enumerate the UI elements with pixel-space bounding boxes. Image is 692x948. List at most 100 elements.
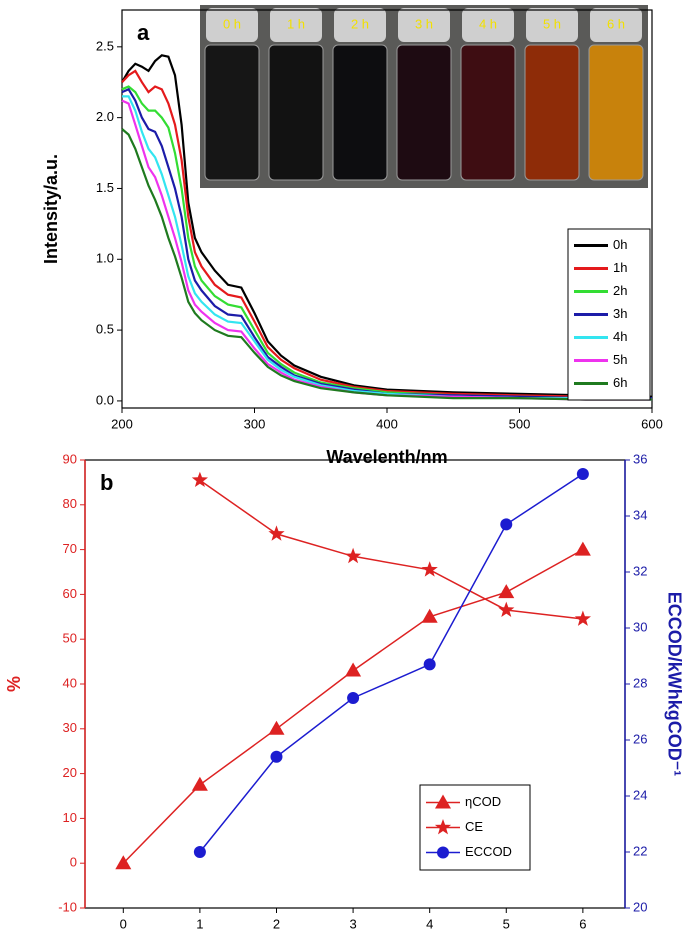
y-tick-label: 50 xyxy=(63,631,77,646)
vial xyxy=(524,44,580,181)
panel-label: a xyxy=(137,20,150,45)
y-tick-label: 80 xyxy=(63,496,77,511)
legend-label: CE xyxy=(465,819,483,834)
y-tick-label: 10 xyxy=(63,810,77,825)
series-line xyxy=(199,479,583,620)
x-tick-label: 4 xyxy=(426,916,433,931)
x-tick-label: 5 xyxy=(503,916,510,931)
marker xyxy=(268,720,285,735)
inset-label: 3 h xyxy=(415,16,433,31)
marker xyxy=(347,692,360,704)
vial-cap xyxy=(334,8,386,42)
series-line xyxy=(121,69,653,400)
vial-cap xyxy=(462,8,514,42)
legend-label: ηCOD xyxy=(465,794,501,809)
y-tick-label: 2.5 xyxy=(96,38,114,53)
marker xyxy=(435,794,451,809)
vial xyxy=(204,44,260,181)
plot-frame xyxy=(84,459,626,909)
marker xyxy=(193,846,206,858)
marker xyxy=(268,525,285,541)
marker xyxy=(500,518,513,531)
vial xyxy=(588,44,644,181)
y-tick-label: 60 xyxy=(63,586,77,601)
marker xyxy=(421,561,438,577)
marker xyxy=(498,584,515,599)
marker xyxy=(270,750,283,763)
vial xyxy=(396,44,452,181)
series-line xyxy=(121,85,652,400)
legend-label: 6h xyxy=(613,375,627,390)
marker xyxy=(498,601,515,617)
y2-tick-label: 20 xyxy=(633,899,647,914)
series-line xyxy=(199,473,584,853)
y2-tick-label: 32 xyxy=(633,563,647,578)
inset-label: 2 h xyxy=(351,16,369,31)
y2-tick-label: 28 xyxy=(633,675,647,690)
y-tick-label: 1.5 xyxy=(96,180,114,195)
y2-tick-label: 34 xyxy=(633,507,647,522)
legend-label: 5h xyxy=(613,352,627,367)
inset-label: 4 h xyxy=(479,16,497,31)
inset-label: 0 h xyxy=(223,16,241,31)
vial-cap xyxy=(270,8,322,42)
vial xyxy=(460,44,516,181)
panel-label: b xyxy=(100,470,113,495)
vial-cap xyxy=(206,8,258,42)
series-line xyxy=(122,95,653,401)
y-axis-title: Intensity/a.u. xyxy=(41,154,61,264)
marker xyxy=(421,608,438,623)
marker xyxy=(574,541,591,556)
marker xyxy=(345,547,362,564)
marker xyxy=(434,819,452,835)
y-tick-label: 0.0 xyxy=(96,392,114,407)
legend-label: 1h xyxy=(613,260,627,275)
vial xyxy=(332,44,388,181)
y-tick-label: 90 xyxy=(63,451,77,466)
series-line xyxy=(121,54,653,398)
legend-label: ECCOD xyxy=(465,844,512,859)
legend-label: 4h xyxy=(613,329,627,344)
y-tick-label: -10 xyxy=(58,899,77,914)
series-line xyxy=(121,128,652,401)
y2-tick-label: 24 xyxy=(633,787,647,802)
marker xyxy=(191,776,208,791)
y-tick-label: 20 xyxy=(63,765,77,780)
x-axis-title: Wavelenth/nm xyxy=(326,447,447,467)
inset-label: 1 h xyxy=(287,16,305,31)
legend-label: 2h xyxy=(613,283,627,298)
marker xyxy=(345,662,362,677)
marker xyxy=(423,658,436,671)
vial-cap xyxy=(526,8,578,42)
y-tick-label: 70 xyxy=(63,541,77,556)
marker xyxy=(574,610,591,626)
inset-label: 6 h xyxy=(607,16,625,31)
x-tick-label: 6 xyxy=(579,916,586,931)
y-tick-label: 30 xyxy=(63,720,77,735)
x-tick-label: 200 xyxy=(111,416,133,431)
x-tick-label: 400 xyxy=(376,416,398,431)
inset-label: 5 h xyxy=(543,16,561,31)
x-tick-label: 2 xyxy=(273,916,280,931)
x-tick-label: 300 xyxy=(244,416,266,431)
x-axis-title: Time/h xyxy=(326,947,384,948)
vial-cap xyxy=(590,8,642,42)
x-tick-label: 3 xyxy=(349,916,356,931)
y2-axis-title: ECCOD/kWhkgCOD⁻¹ xyxy=(664,592,684,777)
marker xyxy=(576,468,589,480)
vial xyxy=(268,44,324,181)
x-tick-label: 500 xyxy=(509,416,531,431)
y-tick-label: 2.0 xyxy=(96,109,114,124)
legend-label: 0h xyxy=(613,237,627,252)
x-tick-label: 0 xyxy=(120,916,127,931)
vial-cap xyxy=(398,8,450,42)
x-tick-label: 600 xyxy=(641,416,663,431)
y2-tick-label: 22 xyxy=(633,843,647,858)
y2-tick-label: 36 xyxy=(633,451,647,466)
y-axis-title: % xyxy=(4,676,24,692)
y-tick-label: 40 xyxy=(63,675,77,690)
marker xyxy=(191,471,208,487)
legend-label: 3h xyxy=(613,306,627,321)
marker xyxy=(437,846,449,859)
